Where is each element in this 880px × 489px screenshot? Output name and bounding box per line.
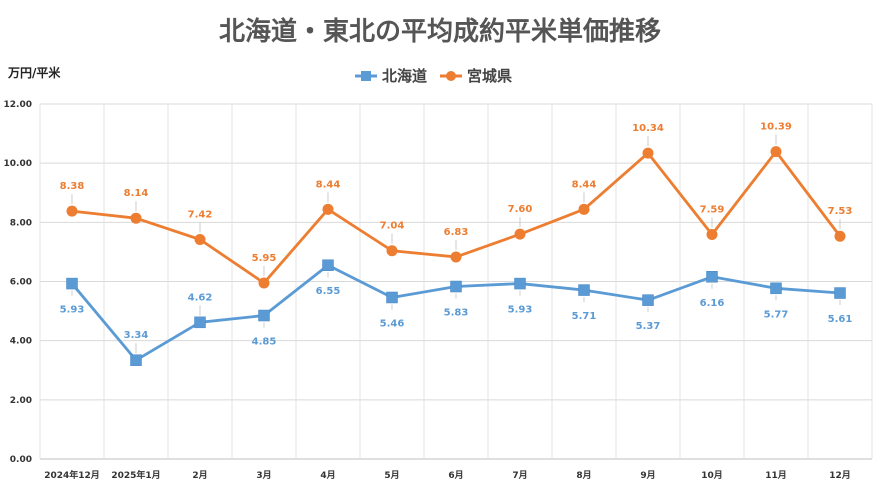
y-axis-label: 万円/平米 xyxy=(7,65,61,80)
data-label: 10.39 xyxy=(760,122,792,133)
y-axis-ticks: 0.00 2.00 4.00 6.00 8.00 10.00 12.00 xyxy=(4,100,32,465)
x-tick-label: 6月 xyxy=(448,470,463,481)
data-label: 5.46 xyxy=(380,318,405,329)
x-tick-label: 10月 xyxy=(701,470,723,481)
data-label: 5.83 xyxy=(444,308,469,319)
y-tick-label: 4.00 xyxy=(10,337,32,347)
data-point-square xyxy=(578,284,590,296)
data-point-square xyxy=(386,291,398,304)
legend-label: 宮城県 xyxy=(467,67,512,85)
y-tick-label: 12.00 xyxy=(4,100,32,110)
y-tick-label: 6.00 xyxy=(10,278,32,288)
data-label: 8.38 xyxy=(60,181,85,192)
x-tick-label: 2月 xyxy=(192,470,207,481)
data-point-circle xyxy=(322,203,334,215)
data-label: 10.34 xyxy=(632,123,664,134)
data-point-circle xyxy=(386,245,398,257)
data-label: 6.55 xyxy=(316,286,341,297)
data-label: 7.53 xyxy=(828,206,853,217)
data-point-square xyxy=(194,316,206,329)
x-tick-label: 8月 xyxy=(576,470,591,481)
data-point-square xyxy=(130,354,142,366)
data-point-circle xyxy=(450,251,462,263)
y-tick-label: 10.00 xyxy=(4,159,32,169)
data-label: 5.61 xyxy=(828,314,853,325)
x-tick-label: 2025年1月 xyxy=(111,469,160,481)
legend: 北海道 宮城県 xyxy=(355,67,512,85)
data-point-square xyxy=(66,277,78,290)
data-label: 7.04 xyxy=(380,221,405,232)
x-tick-label: 11月 xyxy=(765,470,787,481)
data-point-circle xyxy=(514,228,526,240)
legend-marker-square xyxy=(361,71,371,81)
data-label: 7.59 xyxy=(700,204,725,215)
data-point-circle xyxy=(834,230,846,242)
data-labels: 5.93 3.34 4.62 4.85 6.55 5.46 5.83 5.93 5.71 5.37… xyxy=(60,122,853,354)
data-label: 4.85 xyxy=(252,337,277,348)
x-tick-label: 7月 xyxy=(512,470,527,481)
data-label: 7.42 xyxy=(188,209,213,220)
y-tick-label: 8.00 xyxy=(10,218,32,228)
data-point-square xyxy=(770,282,782,295)
data-label: 5.93 xyxy=(60,305,85,316)
data-point-square xyxy=(834,287,846,299)
data-label: 6.16 xyxy=(700,298,725,309)
legend-label: 北海道 xyxy=(382,67,427,85)
data-point-square xyxy=(514,277,526,290)
x-tick-label: 9月 xyxy=(640,470,655,481)
data-label: 4.62 xyxy=(188,292,213,303)
data-label: 5.37 xyxy=(636,321,661,332)
data-label: 5.95 xyxy=(252,253,277,264)
data-label: 5.93 xyxy=(508,305,533,316)
data-label: 8.44 xyxy=(572,179,597,190)
data-label: 5.77 xyxy=(764,309,789,320)
data-label: 7.60 xyxy=(508,204,533,215)
data-point-square xyxy=(642,294,654,306)
x-axis-ticks: 2024年12月 2025年1月 2月 3月 4月 5月 6月 7月 8月 9月 10月 11月 12月 xyxy=(44,469,851,481)
data-point-square xyxy=(322,259,334,271)
x-tick-label: 4月 xyxy=(320,470,335,481)
data-point-circle xyxy=(66,205,78,217)
data-point-square xyxy=(706,271,718,283)
data-label: 5.71 xyxy=(572,311,597,322)
data-point-circle xyxy=(770,146,782,158)
y-tick-label: 2.00 xyxy=(10,396,32,406)
data-label: 8.14 xyxy=(124,188,149,199)
data-point-square xyxy=(450,280,462,293)
data-point-circle xyxy=(194,233,206,245)
data-point-circle xyxy=(578,203,590,215)
data-point-circle xyxy=(258,277,270,289)
data-label: 8.44 xyxy=(316,179,341,190)
data-point-circle xyxy=(706,228,718,240)
legend-marker-circle xyxy=(446,71,456,81)
data-point-square xyxy=(258,309,270,322)
data-label: 6.83 xyxy=(444,227,469,238)
y-tick-label: 0.00 xyxy=(10,455,32,465)
data-point-circle xyxy=(642,147,654,159)
series-layer xyxy=(66,146,846,366)
x-tick-label: 3月 xyxy=(256,470,271,481)
data-point-circle xyxy=(130,212,142,224)
chart-title: 北海道・東北の平均成約平米単価推移 xyxy=(219,16,661,47)
data-label: 3.34 xyxy=(124,330,149,341)
x-tick-label: 12月 xyxy=(829,470,851,481)
x-tick-label: 2024年12月 xyxy=(44,469,100,481)
x-tick-label: 5月 xyxy=(384,470,399,481)
